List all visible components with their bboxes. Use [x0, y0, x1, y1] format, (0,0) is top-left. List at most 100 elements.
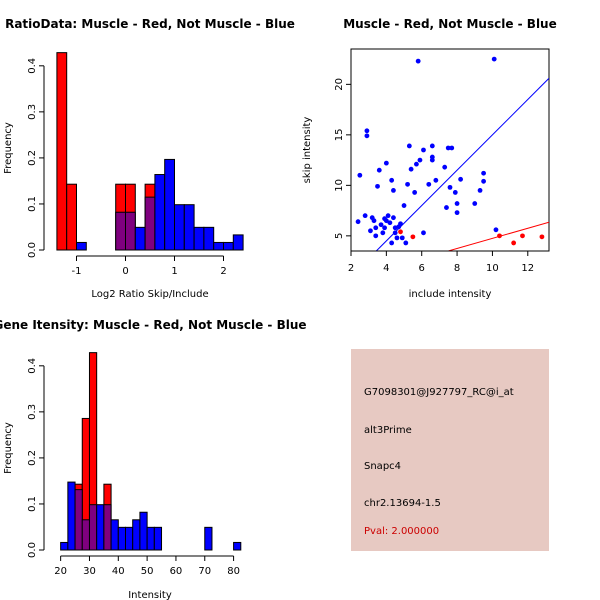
scatter-point-blue: [481, 178, 486, 184]
scatter-point-blue: [421, 230, 426, 236]
scatter-point-red: [511, 240, 517, 246]
gene-intensity-x-tick-label: 80: [227, 566, 240, 577]
scatter-point-blue: [454, 210, 460, 216]
scatter-x-tick-label: 4: [383, 263, 389, 274]
scatter-ylabel: skip intensity: [302, 117, 313, 184]
gene-intensity-blue-bar: [146, 526, 155, 551]
probe-id: G7098301@J927797_RC@i_at: [364, 387, 514, 398]
scatter-point-blue: [445, 145, 451, 151]
scatter-point-blue: [415, 58, 421, 64]
scatter-point-blue: [472, 201, 478, 206]
scatter-point-red: [410, 234, 416, 240]
scatter-point-red: [497, 233, 502, 239]
scatter-point-blue: [452, 190, 458, 195]
scatter-point-blue: [477, 188, 483, 193]
pval-label: Pval: 2.000000: [364, 526, 440, 537]
gene-intensity-y-tick-label: 0.0: [27, 542, 38, 558]
scatter-point-blue: [373, 225, 379, 231]
gene-name: Snapc4: [364, 461, 402, 472]
scatter-point-blue: [414, 161, 419, 167]
scatter-point-blue: [364, 133, 370, 139]
scatter-point-blue: [387, 220, 393, 226]
gene-intensity-y-tick-label: 0.1: [27, 496, 38, 512]
gene-intensity-blue-bar: [233, 541, 242, 551]
scatter-point-blue: [373, 233, 379, 239]
scatter-y-tick-label: 10: [334, 179, 345, 192]
scatter-y-tick-label: 20: [334, 78, 345, 91]
ratio-blue-bar: [183, 204, 195, 251]
ratio-y-tick-label: 0.2: [27, 150, 38, 166]
scatter-point-blue: [371, 218, 377, 224]
gene-intensity-blue-bar: [125, 526, 134, 551]
scatter-point-blue: [426, 181, 432, 187]
gene-intensity-histogram: Gene Itensity: Muscle - Red, Not Muscle …: [0, 318, 307, 600]
info-panel: G7098301@J927797_RC@i_at alt3Prime Snapc…: [351, 349, 549, 551]
scatter-point-blue: [429, 157, 435, 163]
gene-intensity-xlabel: Intensity: [128, 590, 172, 600]
scatter-point-blue: [383, 160, 389, 166]
scatter-point-blue: [447, 184, 453, 190]
gene-intensity-blue-bar: [60, 541, 69, 551]
intensity-scatter: Muscle - Red, Not Muscle - Blue 2 4 6 8 10 12…: [302, 17, 557, 300]
scatter-point-red: [398, 229, 403, 235]
ratio-blue-bar: [76, 241, 87, 251]
scatter-point-blue: [406, 143, 412, 149]
event-type: alt3Prime: [364, 425, 412, 436]
scatter-axes: 2 4 6 8 10 12 5 10 15 20: [334, 78, 534, 274]
scatter-point-blue: [391, 215, 396, 221]
scatter-point-blue: [355, 219, 361, 225]
ratio-y-tick-label: 0.0: [27, 242, 38, 258]
gene-intensity-blue-bar: [139, 511, 148, 551]
scatter-point-blue: [364, 128, 370, 134]
scatter-point-blue: [389, 240, 395, 246]
scatter-point-blue: [392, 230, 398, 236]
ratio-blue-bar: [213, 241, 224, 251]
gene-intensity-x-tick-label: 40: [112, 566, 125, 577]
fit-line-red: [446, 221, 549, 251]
ratio-x-tick-label: 0: [122, 266, 128, 277]
scatter-point-blue: [412, 190, 418, 195]
scatter-point-blue: [449, 145, 455, 151]
scatter-point-blue: [389, 177, 395, 183]
scatter-point-blue: [376, 167, 382, 173]
gene-intensity-x-tick-label: 60: [170, 566, 183, 577]
scatter-y-tick-label: 15: [334, 128, 345, 141]
scatter-point-red: [520, 233, 525, 239]
gene-intensity-title: Gene Itensity: Muscle - Red, Not Muscle …: [0, 318, 307, 332]
scatter-x-tick-label: 12: [521, 263, 534, 274]
scatter-point-blue: [368, 228, 373, 234]
scatter-title: Muscle - Red, Not Muscle - Blue: [343, 17, 557, 31]
scatter-point-blue: [394, 235, 400, 241]
gene-intensity-axes: 20 30 40 50 60 70 80 0.0 0.1 0.2 0.3 0.4: [27, 358, 240, 577]
gene-intensity-x-tick-label: 20: [54, 566, 67, 577]
gene-intensity-x-tick-label: 70: [198, 566, 211, 577]
ratio-blue-bar: [154, 174, 166, 251]
ratio-xlabel: Log2 Ratio Skip/Include: [91, 289, 208, 300]
ratio-y-tick-label: 0.4: [27, 58, 38, 74]
ratio-blue-bar: [115, 211, 126, 251]
ratio-x-tick-label: 2: [220, 266, 226, 277]
gene-intensity-blue-bar: [204, 526, 213, 551]
gene-intensity-blue-bar: [96, 504, 105, 551]
ratio-x-tick-label: 1: [171, 266, 177, 277]
gene-intensity-blue-bar: [132, 519, 141, 551]
scatter-point-blue: [378, 222, 384, 228]
scatter-x-tick-label: 2: [348, 263, 354, 274]
gene-intensity-bars: [60, 352, 242, 551]
scatter-point-blue: [391, 188, 396, 193]
scatter-point-blue: [405, 181, 410, 187]
gene-intensity-blue-bar: [88, 504, 98, 551]
scatter-frame: [350, 48, 550, 252]
scatter-x-tick-label: 10: [486, 263, 499, 274]
gene-intensity-blue-bar: [153, 526, 163, 551]
scatter-point-blue: [399, 235, 405, 241]
gene-intensity-blue-bar: [103, 504, 112, 551]
gene-intensity-y-tick-label: 0.3: [27, 404, 38, 420]
ratio-axes: -1 0 1 2 0.0 0.1 0.2 0.3 0.4: [27, 58, 227, 277]
scatter-point-blue: [382, 225, 387, 231]
ratio-blue-bar: [134, 226, 146, 251]
scatter-point-blue: [442, 164, 448, 170]
gene-intensity-blue-bar: [74, 489, 83, 551]
scatter-point-blue: [403, 240, 409, 246]
ratio-blue-bar: [193, 226, 205, 251]
